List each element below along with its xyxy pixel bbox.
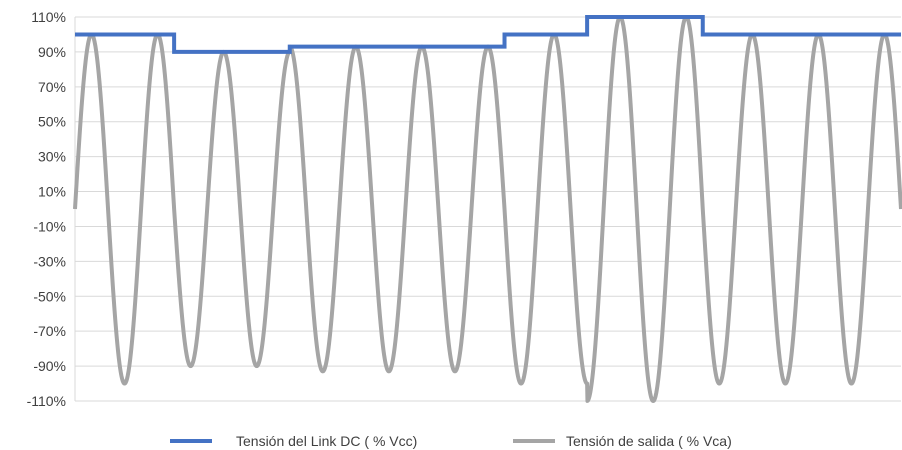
y-tick-label: -70% xyxy=(33,323,66,339)
y-tick-label: 90% xyxy=(38,44,66,60)
y-tick-label: 50% xyxy=(38,114,66,130)
series-line-dc-link xyxy=(75,15,901,54)
y-tick-label: -30% xyxy=(33,253,66,269)
series-line-output-voltage xyxy=(73,15,902,403)
legend-label-dc-link: Tensión del Link DC ( % Vcc) xyxy=(236,433,417,449)
legend: Tensión del Link DC ( % Vcc) Tensión de … xyxy=(170,433,732,449)
y-tick-label: 30% xyxy=(38,149,66,165)
y-tick-label: -90% xyxy=(33,358,66,374)
y-tick-label: 10% xyxy=(38,184,66,200)
y-tick-label: -110% xyxy=(27,393,66,409)
plot-area xyxy=(73,15,902,403)
y-tick-label: 70% xyxy=(38,79,66,95)
legend-label-output-voltage: Tensión de salida ( % Vca) xyxy=(566,433,732,449)
y-tick-label: -50% xyxy=(33,288,66,304)
y-tick-label: 110% xyxy=(31,9,66,25)
y-tick-label: -10% xyxy=(33,218,66,234)
y-axis-tick-labels: 110% 90% 70% 50% 30% 10% -10% -30% -50% -70% -90% -… xyxy=(27,9,66,409)
